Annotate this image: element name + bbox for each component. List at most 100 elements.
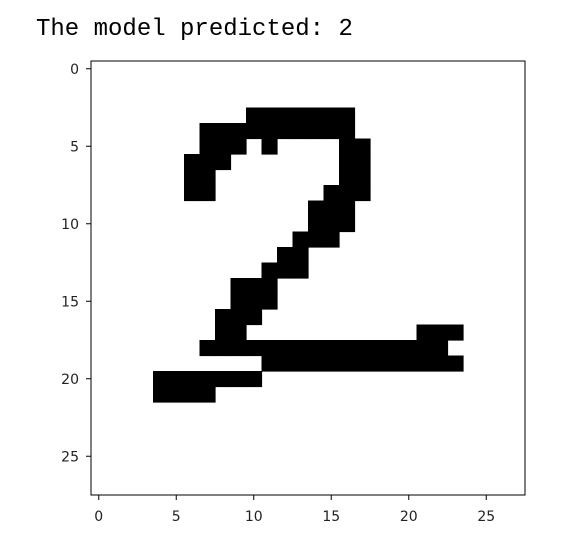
y-tick-label: 20 bbox=[61, 372, 79, 388]
ink-pixel bbox=[339, 138, 356, 155]
ink-pixel bbox=[354, 138, 371, 155]
ink-pixel bbox=[246, 278, 263, 295]
y-tick-label: 25 bbox=[61, 449, 79, 465]
ink-pixel bbox=[447, 355, 464, 372]
ink-pixel bbox=[385, 355, 402, 372]
ink-pixel bbox=[153, 386, 170, 403]
ink-pixel bbox=[416, 355, 433, 372]
ink-pixel bbox=[370, 355, 387, 372]
ink-pixel bbox=[385, 340, 402, 357]
ink-pixel bbox=[246, 123, 263, 140]
ink-pixel bbox=[308, 107, 325, 124]
ink-pixel bbox=[199, 371, 216, 388]
pixel-layer bbox=[153, 107, 464, 403]
ink-pixel bbox=[323, 123, 340, 140]
ink-pixel bbox=[246, 371, 263, 388]
y-tick-label: 0 bbox=[70, 62, 79, 78]
ink-pixel bbox=[261, 107, 278, 124]
ink-pixel bbox=[184, 185, 201, 202]
ink-pixel bbox=[292, 262, 309, 279]
ink-pixel bbox=[230, 278, 247, 295]
ink-pixel bbox=[416, 340, 433, 357]
x-axis: 0 5 10 15 20 25 bbox=[94, 495, 495, 525]
ink-pixel bbox=[323, 355, 340, 372]
ink-pixel bbox=[215, 340, 232, 357]
ink-pixel bbox=[215, 154, 232, 171]
x-tick-label: 10 bbox=[245, 509, 263, 525]
ink-pixel bbox=[199, 386, 216, 403]
ink-pixel bbox=[308, 340, 325, 357]
ink-pixel bbox=[261, 340, 278, 357]
ink-pixel bbox=[230, 371, 247, 388]
ink-pixel bbox=[215, 324, 232, 341]
axes-frame bbox=[90, 60, 526, 496]
y-tick-label: 5 bbox=[70, 139, 79, 155]
ink-pixel bbox=[153, 371, 170, 388]
ink-pixel bbox=[292, 107, 309, 124]
ink-pixel bbox=[292, 247, 309, 264]
ink-pixel bbox=[230, 293, 247, 310]
ink-pixel bbox=[292, 340, 309, 357]
ink-pixel bbox=[292, 231, 309, 248]
ink-pixel bbox=[323, 340, 340, 357]
ink-pixel bbox=[277, 247, 294, 264]
ink-pixel bbox=[199, 138, 216, 155]
ink-pixel bbox=[432, 340, 449, 357]
ink-pixel bbox=[277, 355, 294, 372]
ink-pixel bbox=[277, 107, 294, 124]
ink-pixel bbox=[354, 169, 371, 186]
ink-pixel bbox=[308, 216, 325, 233]
ink-pixel bbox=[246, 309, 263, 326]
ink-pixel bbox=[292, 123, 309, 140]
ink-pixel bbox=[230, 340, 247, 357]
ink-pixel bbox=[199, 123, 216, 140]
ink-pixel bbox=[401, 340, 418, 357]
ink-pixel bbox=[168, 386, 185, 403]
ink-pixel bbox=[339, 154, 356, 171]
x-tick-label: 20 bbox=[400, 509, 418, 525]
ink-pixel bbox=[261, 262, 278, 279]
ink-pixel bbox=[292, 355, 309, 372]
ink-pixel bbox=[184, 154, 201, 171]
ink-pixel bbox=[199, 154, 216, 171]
ink-pixel bbox=[323, 200, 340, 217]
ink-pixel bbox=[354, 355, 371, 372]
ink-pixel bbox=[354, 340, 371, 357]
x-tick-label: 15 bbox=[322, 509, 340, 525]
ink-pixel bbox=[354, 185, 371, 202]
ink-pixel bbox=[447, 324, 464, 341]
ink-pixel bbox=[277, 340, 294, 357]
ink-pixel bbox=[354, 154, 371, 171]
ink-pixel bbox=[230, 138, 247, 155]
ink-pixel bbox=[308, 123, 325, 140]
ink-pixel bbox=[184, 169, 201, 186]
ink-pixel bbox=[432, 324, 449, 341]
ink-pixel bbox=[339, 355, 356, 372]
ink-pixel bbox=[261, 355, 278, 372]
ink-pixel bbox=[432, 355, 449, 372]
ink-pixel bbox=[416, 324, 433, 341]
ink-pixel bbox=[215, 123, 232, 140]
ink-pixel bbox=[215, 138, 232, 155]
ink-pixel bbox=[261, 123, 278, 140]
x-tick-label: 5 bbox=[172, 509, 181, 525]
ink-pixel bbox=[246, 340, 263, 357]
ink-pixel bbox=[215, 371, 232, 388]
ink-pixel bbox=[308, 355, 325, 372]
x-tick-label: 25 bbox=[477, 509, 495, 525]
ink-pixel bbox=[339, 107, 356, 124]
ink-pixel bbox=[184, 371, 201, 388]
ink-pixel bbox=[323, 216, 340, 233]
ink-pixel bbox=[230, 309, 247, 326]
ink-pixel bbox=[261, 138, 278, 155]
y-axis: 0 5 10 15 20 25 bbox=[61, 62, 91, 465]
ink-pixel bbox=[246, 107, 263, 124]
ink-pixel bbox=[184, 386, 201, 403]
ink-pixel bbox=[277, 262, 294, 279]
ink-pixel bbox=[277, 123, 294, 140]
ink-pixel bbox=[230, 123, 247, 140]
y-tick-label: 15 bbox=[61, 294, 79, 310]
ink-pixel bbox=[168, 371, 185, 388]
ink-pixel bbox=[199, 340, 216, 357]
